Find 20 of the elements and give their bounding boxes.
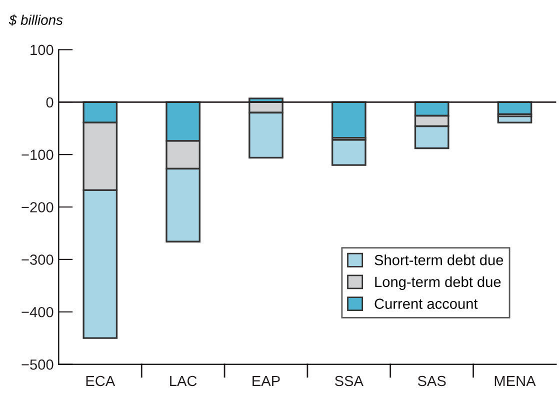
x-tick-label: LAC [170, 376, 197, 386]
legend-label: Current account [374, 298, 478, 309]
y-tick-label: −500 [22, 359, 54, 370]
bar [331, 101, 366, 139]
x-tick-label: SAS [418, 376, 446, 386]
y-tick-label: 0 [46, 97, 54, 108]
bar [497, 115, 532, 124]
x-tick-label: MENA [494, 376, 536, 386]
y-tick-label: −400 [22, 306, 54, 318]
bar [331, 139, 366, 166]
x-tick-label: EAP [252, 376, 280, 386]
y-tick-label: −100 [22, 150, 54, 160]
x-tick-label: ECA [86, 376, 116, 386]
x-tick-label: SSA [334, 376, 364, 386]
y-axis-title: $ billions [8, 14, 63, 26]
y-tick-label: 100 [30, 44, 54, 56]
legend-label: Short-term debt due [374, 254, 504, 266]
y-tick-label: −200 [22, 202, 54, 212]
legend-label: Long-term debt due [375, 276, 501, 290]
y-tick-label: −300 [22, 254, 54, 265]
